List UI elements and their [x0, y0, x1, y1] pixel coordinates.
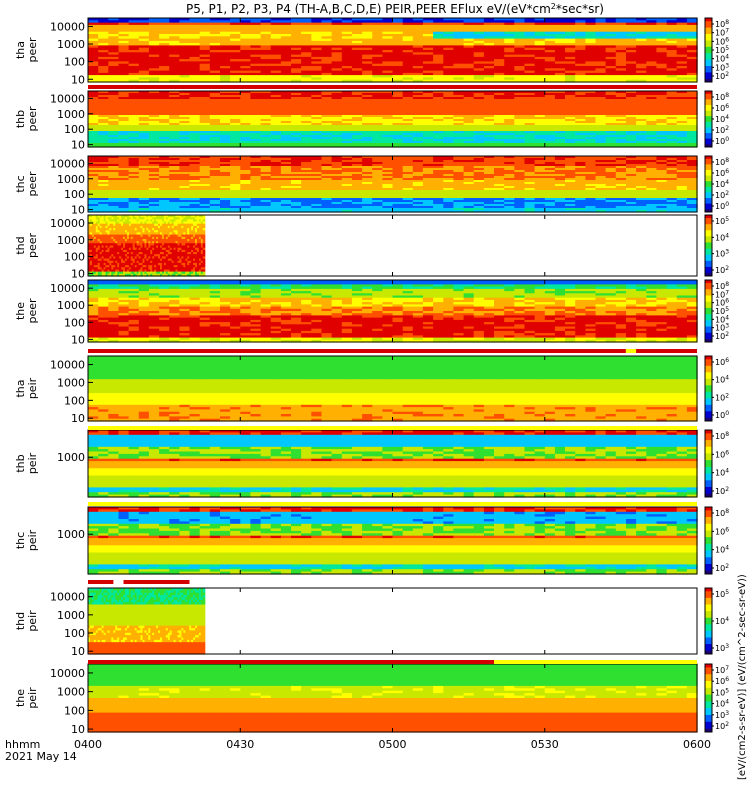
y-tick-label: 10 [71, 139, 85, 152]
colorbar-tick-label: 106 [715, 103, 729, 114]
panels-group: 10000100010010thapeer1081071061051041031… [14, 18, 729, 736]
chart-title: P5, P1, P2, P3, P4 (TH-A,B,C,D,E) PEIR,P… [186, 2, 604, 17]
panel-label: thapeer [14, 37, 39, 63]
y-tick-label: 10000 [50, 20, 85, 33]
y-tick-label: 100 [64, 56, 85, 69]
panel-thb-peer: 10000100010010thbpeer108106104102100 [14, 91, 729, 152]
colorbar-tick-label: 104 [715, 114, 729, 125]
y-tick-label: 100 [64, 123, 85, 136]
panel-thc-peer: 10000100010010thcpeer108106104102100 [14, 156, 729, 217]
y-tick-label: 1000 [57, 108, 85, 121]
y-tick-label: 1000 [57, 38, 85, 51]
colorbar-tick-label: 108 [715, 92, 729, 103]
panel-label: thbpeer [14, 106, 39, 132]
panel-tha-peer: 10000100010010thapeer1081071061051041031… [14, 18, 729, 86]
y-tick-label: 10 [71, 73, 85, 86]
y-tick-label: 10000 [50, 92, 85, 105]
colorbar-tick-label: 102 [715, 125, 729, 136]
colorbar-tick-label: 102 [715, 71, 729, 82]
colorbar-tick-label: 100 [715, 136, 729, 147]
